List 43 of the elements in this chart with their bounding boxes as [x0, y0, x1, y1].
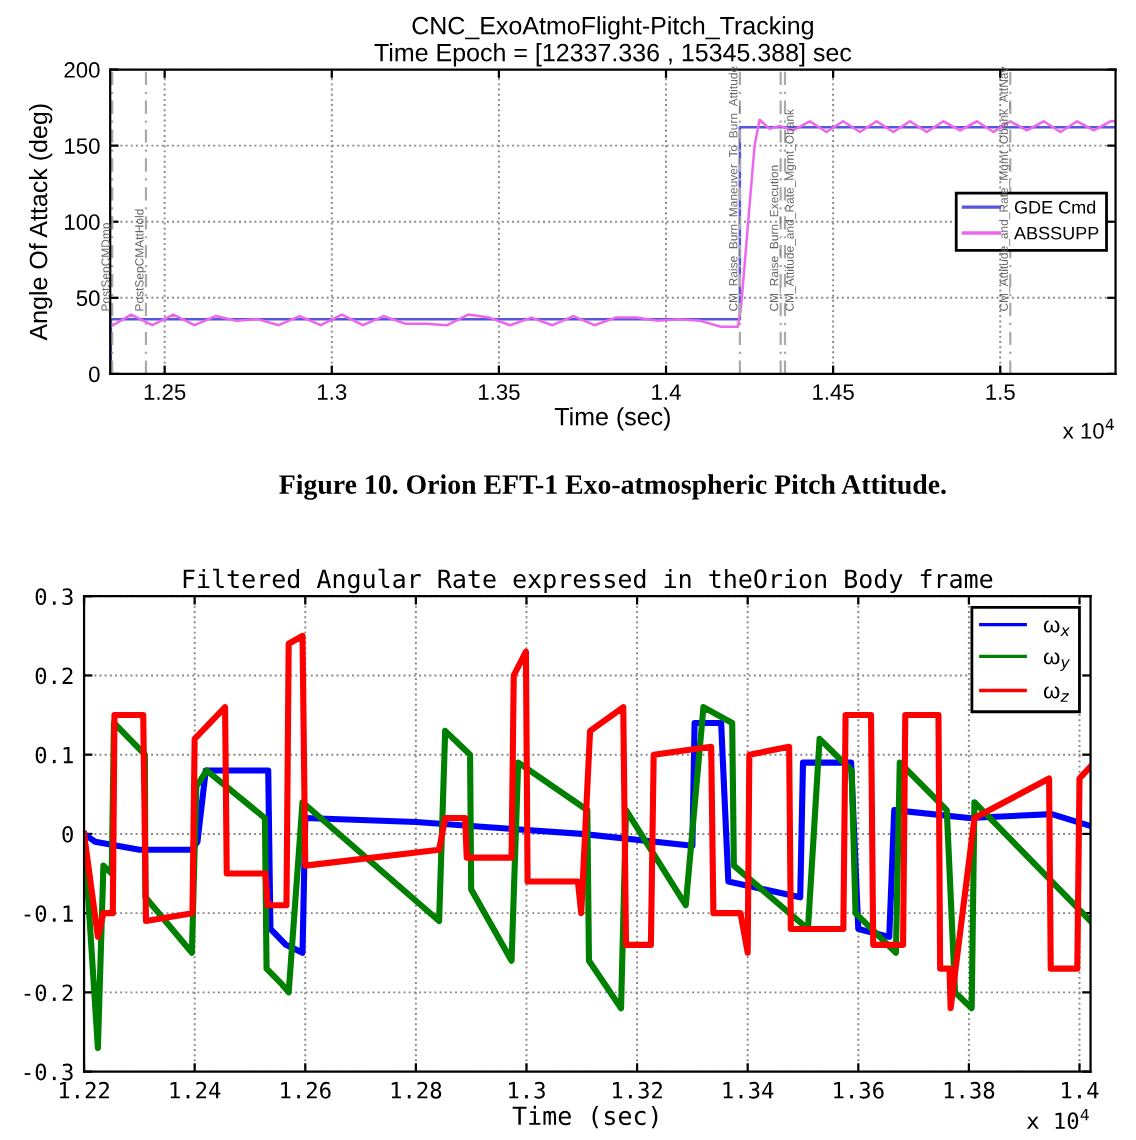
y-tick-label: 0.3 — [35, 588, 73, 606]
x-tick-label: 1.22 — [59, 1081, 109, 1099]
x-tick-label: 1.36 — [834, 1081, 884, 1099]
chart-subtitle: Time Epoch = [12337.336 , 15345.388] sec — [374, 43, 852, 67]
y-tick-label: 50 — [76, 290, 100, 307]
legend-label: GDE Cmd — [1014, 200, 1096, 214]
caption: Figure 10. Orion EFT-1 Exo-atmospheric Pitch Attitude. — [279, 474, 946, 500]
x-tick-label: 1.26 — [281, 1081, 331, 1099]
x-tick-label: 1.45 — [813, 384, 854, 400]
x-tick-label: 1.34 — [723, 1081, 774, 1099]
y-tick-label: 0 — [88, 366, 100, 383]
x-tick-label: 1.32 — [613, 1081, 662, 1099]
x-axis-title: Time (sec) — [512, 1105, 658, 1129]
x-tick-label: 1.3 — [318, 384, 347, 400]
chart-title: CNC_ExoAtmoFlight-Pitch_Tracking — [412, 16, 813, 40]
y-tick-label: 0.1 — [35, 746, 73, 764]
chart-title: Filtered Angular Rate expressed in theOrion Body frame — [183, 568, 993, 594]
text: x 10$^{4}$ — [1062, 418, 1114, 439]
x-axis-title: Time (sec) — [554, 407, 670, 431]
x-tick-label: 1.38 — [944, 1081, 995, 1099]
x-tick-label: 1.4 — [652, 384, 681, 400]
x-tick-label: 1.24 — [170, 1081, 221, 1099]
x-tick-label: 1.5 — [986, 384, 1015, 400]
y-tick-label: -0.1 — [24, 905, 73, 922]
y-tick-label: 100 — [65, 214, 100, 230]
y-axis-title: Angle Of Attack (deg) — [28, 104, 53, 341]
y-tick-label: -0.3 — [24, 1063, 73, 1081]
y-tick-label: 150 — [65, 138, 100, 154]
legend-label: ω$_{z}$ — [1043, 686, 1070, 702]
text: x 10$^{4}$ — [1026, 1109, 1089, 1130]
y-tick-label: 0 — [62, 825, 73, 843]
x-tick-label: 1.25 — [144, 384, 186, 400]
y-tick-label: 0.2 — [35, 667, 73, 685]
x-tick-label: 1.35 — [478, 384, 520, 400]
y-tick-label: 200 — [64, 62, 100, 78]
x-tick-label: 1.4 — [1062, 1082, 1099, 1099]
legend-label: ω$_{y}$ — [1043, 652, 1070, 671]
legend-label: ABSSUPP — [1014, 226, 1099, 240]
legend-label: ω$_{x}$ — [1043, 620, 1070, 636]
x-tick-label: 1.3 — [509, 1081, 545, 1099]
x-tick-label: 1.28 — [391, 1081, 442, 1099]
line-series — [84, 632, 1091, 1012]
y-tick-label: -0.2 — [24, 984, 73, 1002]
